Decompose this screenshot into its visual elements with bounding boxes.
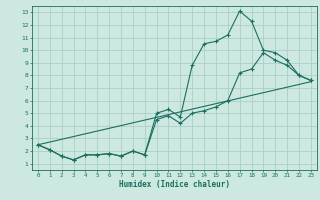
- X-axis label: Humidex (Indice chaleur): Humidex (Indice chaleur): [119, 180, 230, 189]
